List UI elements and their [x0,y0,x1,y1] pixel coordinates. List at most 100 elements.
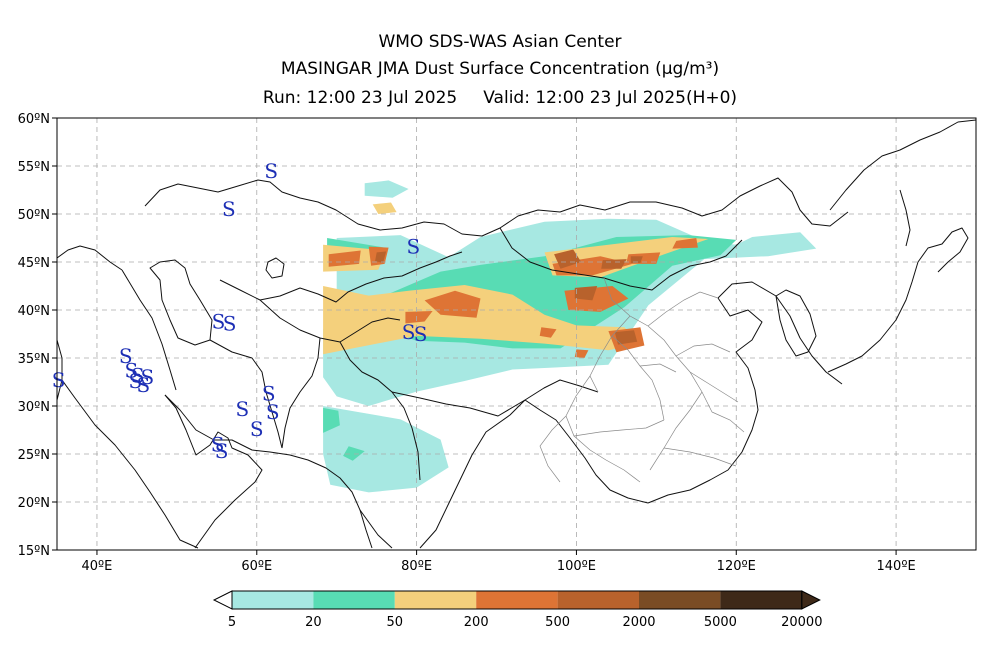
dust-storm-symbol: S [223,311,237,335]
lon-tick-label: 60ºE [241,559,272,574]
lon-tick-label: 140ºE [877,559,916,574]
dust-storm-symbol: S [407,235,421,259]
colorbar-swatch [313,591,395,609]
dust-area-level-1 [364,180,409,198]
dust-storm-symbol: S [250,417,264,441]
himalaya-border [391,379,599,417]
dust-storm-symbol: S [212,310,226,334]
dust-storm-symbol: S [211,432,225,456]
figure-subtitle: MASINGAR JMA Dust Surface Concentration … [280,59,720,79]
colorbar-under-arrow [212,590,233,610]
colorbar-label: 20000 [781,615,822,630]
dust-area-level-5 [375,251,387,263]
dust-area-level-4 [539,327,557,338]
lon-tick-label: 80ºE [401,559,432,574]
dust-storm-symbol: S [262,382,276,406]
india-coast [359,399,526,549]
dust-area-level-5 [574,286,598,301]
arabia-coast [61,379,263,549]
dust-area-level-2 [323,407,340,433]
colorbar-swatch [394,591,477,609]
dust-storm-symbol: S [264,159,278,183]
dust-area-level-4 [405,311,433,324]
dust-storm-symbol: S [124,358,138,382]
axis-ticks: 40ºE 60ºE 80ºE 100ºE 120ºE 140ºE 60ºN 55ºN 50ºN 4… [18,112,916,574]
lat-tick-label: 50ºN [18,208,50,223]
dust-area-level-4 [672,238,698,249]
persian-gulf-coast [164,394,373,549]
colorbar-swatch [476,591,558,609]
dust-area-level-5 [554,249,582,269]
aral-sea [265,257,285,279]
province-lines [539,277,745,483]
lat-tick-label: 40ºN [18,304,50,319]
china-coast [647,281,843,504]
colorbar-label: 200 [464,615,489,630]
okhotsk-coast [829,119,976,211]
iran-border [121,269,283,449]
lat-tick-label: 45ºN [18,256,50,271]
dust-storm-symbol: S [128,369,142,393]
sakhalin-coast [899,189,911,247]
lat-tick-label: 60ºN [18,112,50,127]
dust-storm-symbol: S [236,397,250,421]
colorbar: 5 20 50 200 500 2000 5000 20000 [212,590,822,630]
dust-storm-symbol: S [52,368,66,392]
dust-area-level-4 [574,349,589,358]
colorbar-label: 20 [305,615,322,630]
graticule [57,118,976,550]
dust-area-level-3 [372,202,397,214]
figure-title: WMO SDS-WAS Asian Center [378,32,622,52]
bay-bengal-coast [524,399,649,504]
colorbar-swatch [232,591,314,609]
dust-area-level-5 [614,330,638,345]
colorbar-label: 50 [387,615,404,630]
lat-tick-label: 30ºN [18,400,50,415]
caspian-sea [149,259,213,346]
lat-tick-label: 25ºN [18,448,50,463]
dust-storm-symbol: S [414,322,428,346]
map-frame [56,117,977,551]
colorbar-swatch [557,591,639,609]
japan-coast [827,227,969,373]
dust-area-level-5 [601,259,627,269]
colorbar-label: 5 [228,615,236,630]
colorbar-swatch [639,591,721,609]
colorbar-label: 500 [545,615,570,630]
dust-area-level-1 [323,406,449,493]
lon-tick-label: 120ºE [717,559,756,574]
lat-tick-label: 55ºN [18,160,50,175]
colorbar-frame [231,590,803,610]
dust-storm-symbol: S [131,363,145,387]
valid-time: Valid: 12:00 23 Jul 2025(H+0) [483,88,738,108]
dust-storm-symbol: S [266,400,280,424]
china-provinces [539,277,745,483]
levant-coast [57,339,63,401]
black-sea-coast [57,245,123,271]
colorbar-over-arrow [801,590,821,610]
lon-tick-label: 100ºE [557,559,596,574]
dust-area-level-4 [328,250,361,267]
lat-tick-label: 15ºN [18,544,50,559]
russia-border [144,177,849,237]
dust-storm-symbol: S [119,344,133,368]
dust-storm-symbol: S [140,365,154,389]
colorbar-label: 2000 [622,615,655,630]
lon-tick-label: 40ºE [82,559,113,574]
lat-tick-label: 35ºN [18,352,50,367]
korea-coast [775,289,817,357]
dust-storm-symbol: S [222,197,236,221]
mongolia-border [499,227,743,291]
coastlines-and-borders [57,119,976,549]
kazakh-borders [219,251,463,303]
dust-storm-symbol: S [215,439,229,463]
lat-tick-label: 20ºN [18,496,50,511]
dust-area-level-3 [323,285,641,355]
dust-storm-symbol: S [136,373,150,397]
colorbar-label: 5000 [704,615,737,630]
run-valid-line: Run: 12:00 23 Jul 2025 Valid: 12:00 23 Ju… [0,88,1000,108]
dust-area-level-5 [630,256,643,263]
